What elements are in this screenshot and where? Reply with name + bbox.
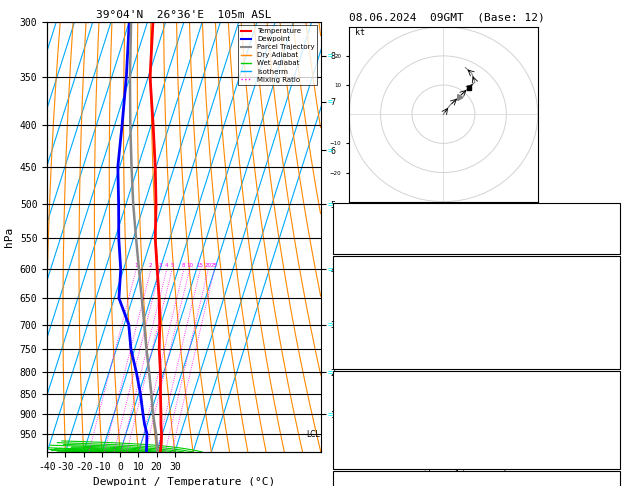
Text: CIN (J): CIN (J) bbox=[337, 451, 374, 461]
Text: Most Unstable: Most Unstable bbox=[442, 374, 511, 383]
Text: 323: 323 bbox=[600, 305, 616, 314]
Text: CAPE (J): CAPE (J) bbox=[337, 436, 379, 445]
Text: 1.55: 1.55 bbox=[595, 237, 616, 246]
Text: 4: 4 bbox=[165, 263, 169, 268]
Text: 0: 0 bbox=[611, 451, 616, 461]
Text: 3: 3 bbox=[159, 263, 162, 268]
Y-axis label: hPa: hPa bbox=[4, 227, 14, 247]
Text: 15: 15 bbox=[197, 263, 204, 268]
Text: 08.06.2024  09GMT  (Base: 12): 08.06.2024 09GMT (Base: 12) bbox=[349, 12, 545, 22]
Text: 3: 3 bbox=[611, 420, 616, 430]
X-axis label: Dewpoint / Temperature (°C): Dewpoint / Temperature (°C) bbox=[93, 477, 275, 486]
Text: 2: 2 bbox=[149, 263, 153, 268]
Text: PW (cm): PW (cm) bbox=[337, 237, 374, 246]
Text: 1: 1 bbox=[135, 263, 138, 268]
Text: K: K bbox=[337, 206, 342, 215]
Text: CIN (J): CIN (J) bbox=[337, 352, 374, 361]
Text: 3: 3 bbox=[611, 321, 616, 330]
Text: 12: 12 bbox=[606, 206, 616, 215]
Text: 0: 0 bbox=[611, 436, 616, 445]
Text: 25: 25 bbox=[211, 263, 218, 268]
Text: Temp (°C): Temp (°C) bbox=[337, 274, 385, 283]
Text: Lifted Index: Lifted Index bbox=[337, 321, 401, 330]
Text: =: = bbox=[328, 265, 333, 274]
Text: 14.4: 14.4 bbox=[595, 290, 616, 299]
Text: =: = bbox=[328, 52, 333, 60]
Text: Lifted Index: Lifted Index bbox=[337, 420, 401, 430]
Text: =: = bbox=[328, 97, 333, 106]
Text: =: = bbox=[328, 410, 333, 419]
Text: CAPE (J): CAPE (J) bbox=[337, 336, 379, 346]
Text: 0: 0 bbox=[611, 352, 616, 361]
Text: Totals Totals: Totals Totals bbox=[337, 221, 406, 230]
Text: 8: 8 bbox=[182, 263, 186, 268]
Text: =: = bbox=[328, 200, 333, 209]
Text: =: = bbox=[328, 320, 333, 329]
Text: Pressure (mb): Pressure (mb) bbox=[337, 389, 406, 399]
Text: 20.4: 20.4 bbox=[595, 274, 616, 283]
Text: 0: 0 bbox=[611, 336, 616, 346]
Legend: Temperature, Dewpoint, Parcel Trajectory, Dry Adiabat, Wet Adiabat, Isotherm, Mi: Temperature, Dewpoint, Parcel Trajectory… bbox=[238, 25, 317, 86]
Text: =: = bbox=[328, 146, 333, 155]
Text: Dewp (°C): Dewp (°C) bbox=[337, 290, 385, 299]
Text: 323: 323 bbox=[600, 405, 616, 414]
Text: © weatheronline.co.uk: © weatheronline.co.uk bbox=[396, 469, 509, 479]
Text: LCL: LCL bbox=[306, 430, 320, 439]
Text: Hodograph: Hodograph bbox=[452, 473, 501, 483]
Text: =: = bbox=[328, 368, 333, 377]
Text: Surface: Surface bbox=[458, 259, 495, 268]
Text: 10: 10 bbox=[186, 263, 193, 268]
Text: 20: 20 bbox=[204, 263, 212, 268]
Y-axis label: km
ASL: km ASL bbox=[345, 237, 360, 256]
Text: 998: 998 bbox=[600, 389, 616, 399]
Text: kt: kt bbox=[355, 29, 365, 37]
Text: 40: 40 bbox=[606, 221, 616, 230]
Title: 39°04'N  26°36'E  105m ASL: 39°04'N 26°36'E 105m ASL bbox=[96, 10, 272, 20]
Text: 5: 5 bbox=[170, 263, 174, 268]
Text: θₑ(K): θₑ(K) bbox=[337, 305, 364, 314]
Text: θₑ (K): θₑ (K) bbox=[337, 405, 369, 414]
